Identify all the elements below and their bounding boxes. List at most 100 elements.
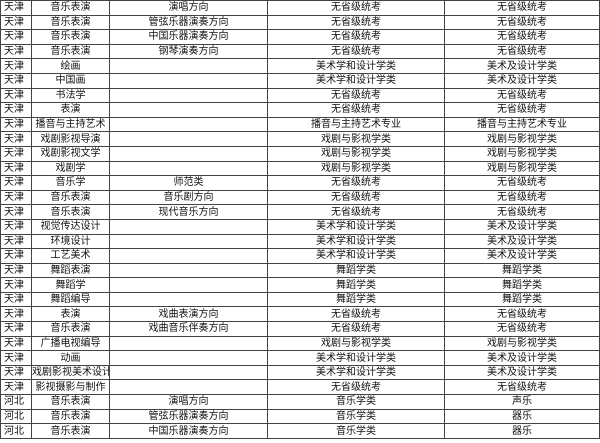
province-cell: 天津	[0, 248, 32, 264]
table-row: 天津 戏剧影视文学 戏剧与影视学类 戏剧与影视学类	[0, 145, 600, 162]
table-row: 天津 音乐表演 现代音乐方向 无省级统考 无省级统考	[0, 204, 600, 220]
table-row: 天津 播音与主持艺术 播音与主持艺术专业 播音与主持艺术专业	[0, 116, 600, 133]
exam-subject-cell: 无省级统考	[444, 29, 600, 45]
exam-subject-cell: 美术及设计学类	[444, 364, 600, 381]
table-row: 天津 书法学 无省级统考 无省级统考	[0, 87, 600, 104]
exam-subject-cell: 舞蹈学类	[444, 291, 600, 308]
table-row: 天津 绘画 美术学和设计学类 美术及设计学类	[0, 58, 600, 74]
exam-category-cell: 美术学和设计学类	[267, 72, 445, 89]
direction-cell	[109, 87, 268, 104]
direction-cell	[109, 335, 268, 352]
province-cell: 天津	[0, 131, 32, 147]
exam-subject-cell: 播音与主持艺术专业	[444, 116, 600, 133]
table-row: 天津 环境设计 美术学和设计学类 美术及设计学类	[0, 233, 600, 250]
exam-category-cell: 无省级统考	[267, 175, 445, 191]
major-cell: 影视摄影与制作	[31, 379, 110, 396]
exam-category-cell: 音乐学类	[267, 394, 445, 410]
exam-category-cell: 美术学和设计学类	[267, 233, 445, 250]
exam-category-cell: 无省级统考	[267, 14, 445, 31]
table-row: 天津 音乐表演 音乐剧方向 无省级统考 无省级统考	[0, 189, 600, 206]
exam-subject-cell: 无省级统考	[444, 102, 600, 118]
direction-cell: 钢琴演奏方向	[109, 43, 268, 60]
direction-cell	[109, 262, 268, 279]
province-cell: 天津	[0, 291, 32, 308]
table-row: 天津 表演 戏曲表演方向 无省级统考 无省级统考	[0, 306, 600, 323]
major-cell: 音乐表演	[31, 0, 110, 16]
exam-category-cell: 无省级统考	[267, 102, 445, 118]
exam-subject-cell: 戏剧与影视学类	[444, 131, 600, 147]
exam-subject-cell: 声乐	[444, 394, 600, 410]
direction-cell: 演唱方向	[109, 0, 268, 16]
exam-category-cell: 无省级统考	[267, 43, 445, 60]
exam-category-cell: 舞蹈学类	[267, 291, 445, 308]
exam-subject-cell: 无省级统考	[444, 175, 600, 191]
province-cell: 天津	[0, 306, 32, 323]
table-row: 河北 音乐表演 中国乐器演奏方向 音乐学类 器乐	[0, 423, 600, 439]
major-cell: 音乐表演	[31, 204, 110, 220]
exam-subject-cell: 戏剧与影视学类	[444, 335, 600, 352]
exam-subject-cell: 舞蹈学类	[444, 277, 600, 293]
table-row: 天津 舞蹈编导 舞蹈学类 舞蹈学类	[0, 291, 600, 308]
table-row: 天津 视觉传达设计 美术学和设计学类 美术及设计学类	[0, 218, 600, 235]
province-cell: 天津	[0, 175, 32, 191]
province-cell: 天津	[0, 160, 32, 177]
major-cell: 戏剧影视导演	[31, 131, 110, 147]
table-row: 天津 音乐表演 钢琴演奏方向 无省级统考 无省级统考	[0, 43, 600, 60]
province-cell: 天津	[0, 379, 32, 396]
table-row: 天津 音乐表演 演唱方向 无省级统考 无省级统考	[0, 0, 600, 16]
exam-category-cell: 无省级统考	[267, 204, 445, 220]
exam-subject-cell: 无省级统考	[444, 321, 600, 337]
exam-category-cell: 无省级统考	[267, 321, 445, 337]
major-cell: 动画	[31, 350, 110, 366]
table-row: 天津 音乐表演 中国乐器演奏方向 无省级统考 无省级统考	[0, 29, 600, 45]
table-row: 天津 中国画 美术学和设计学类 美术及设计学类	[0, 72, 600, 89]
exam-subject-cell: 无省级统考	[444, 14, 600, 31]
exam-subject-cell: 无省级统考	[444, 204, 600, 220]
exam-subject-cell: 美术及设计学类	[444, 233, 600, 250]
exam-subject-cell: 戏剧与影视学类	[444, 160, 600, 177]
direction-cell	[109, 218, 268, 235]
table-row: 河北 音乐表演 演唱方向 音乐学类 声乐	[0, 394, 600, 410]
exam-category-cell: 音乐学类	[267, 423, 445, 439]
direction-cell	[109, 350, 268, 366]
direction-cell	[109, 248, 268, 264]
direction-cell: 中国乐器演奏方向	[109, 423, 268, 439]
province-cell: 天津	[0, 189, 32, 206]
direction-cell: 演唱方向	[109, 394, 268, 410]
direction-cell	[109, 72, 268, 89]
table-row: 天津 表演 无省级统考 无省级统考	[0, 102, 600, 118]
province-cell: 天津	[0, 87, 32, 104]
major-cell: 舞蹈表演	[31, 262, 110, 279]
exam-category-cell: 播音与主持艺术专业	[267, 116, 445, 133]
major-cell: 表演	[31, 306, 110, 323]
province-cell: 天津	[0, 204, 32, 220]
table-row: 天津 音乐表演 戏曲音乐伴奏方向 无省级统考 无省级统考	[0, 321, 600, 337]
direction-cell: 戏曲表演方向	[109, 306, 268, 323]
direction-cell	[109, 364, 268, 381]
major-cell: 音乐表演	[31, 408, 110, 425]
direction-cell	[109, 291, 268, 308]
table-row: 天津 舞蹈表演 舞蹈学类 舞蹈学类	[0, 262, 600, 279]
major-cell: 戏剧影视文学	[31, 145, 110, 162]
table-row: 天津 音乐表演 管弦乐器演奏方向 无省级统考 无省级统考	[0, 14, 600, 31]
major-cell: 音乐表演	[31, 423, 110, 439]
major-cell: 环境设计	[31, 233, 110, 250]
province-cell: 天津	[0, 262, 32, 279]
direction-cell	[109, 277, 268, 293]
exam-category-cell: 无省级统考	[267, 0, 445, 16]
direction-cell: 中国乐器演奏方向	[109, 29, 268, 45]
table-row: 天津 音乐学 师范类 无省级统考 无省级统考	[0, 175, 600, 191]
exam-subject-cell: 无省级统考	[444, 0, 600, 16]
exam-category-cell: 美术学和设计学类	[267, 218, 445, 235]
table-row: 天津 舞蹈学 舞蹈学类 舞蹈学类	[0, 277, 600, 293]
exam-category-cell: 音乐学类	[267, 408, 445, 425]
exam-category-cell: 无省级统考	[267, 87, 445, 104]
table-row: 天津 影视摄影与制作 无省级统考 无省级统考	[0, 379, 600, 396]
exam-subject-cell: 无省级统考	[444, 306, 600, 323]
exam-category-cell: 戏剧与影视学类	[267, 160, 445, 177]
exam-category-cell: 美术学和设计学类	[267, 364, 445, 381]
province-cell: 天津	[0, 58, 32, 74]
province-cell: 天津	[0, 29, 32, 45]
